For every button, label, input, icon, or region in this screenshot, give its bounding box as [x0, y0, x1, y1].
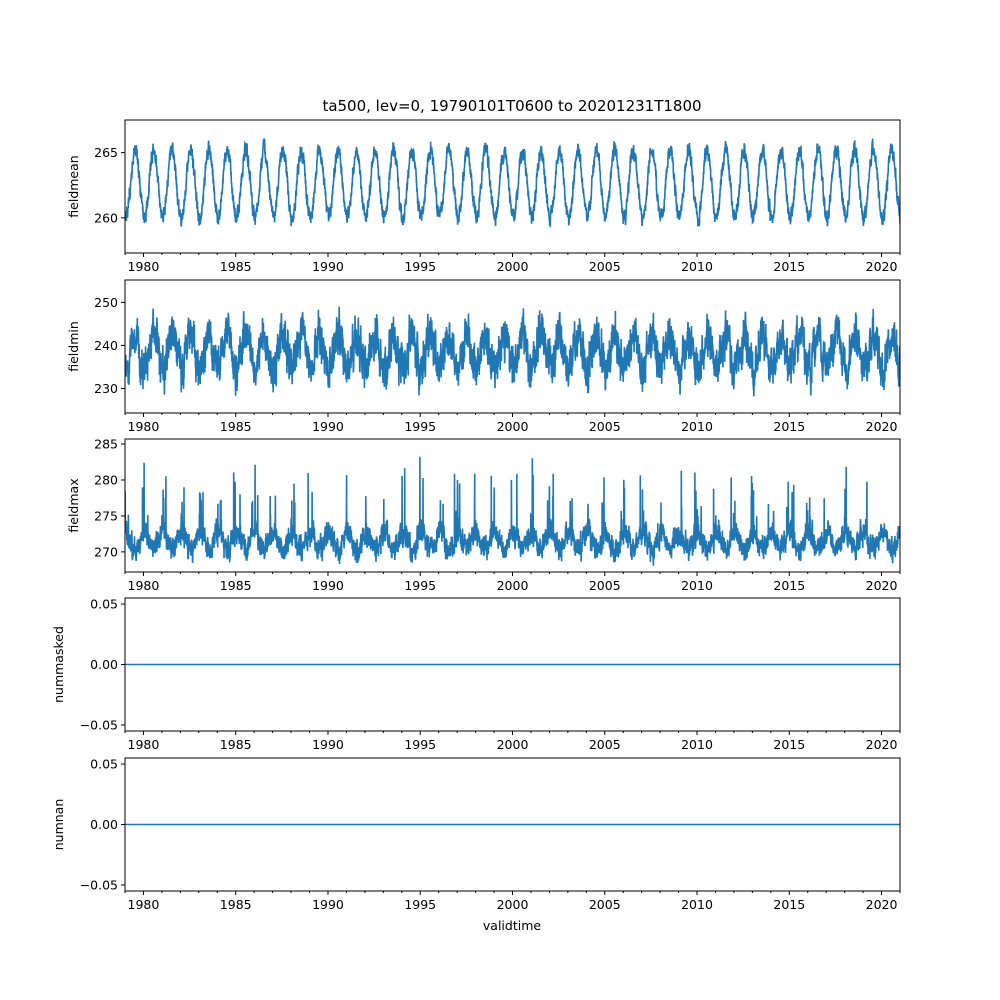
x-tick-label: 2005: [589, 419, 621, 434]
x-tick-label: 1995: [404, 737, 436, 752]
y-tick-label: 240: [94, 338, 118, 353]
x-tick-label: 2010: [681, 737, 713, 752]
y-tick-label: 275: [94, 508, 118, 523]
y-axis-label: fieldmin: [66, 321, 81, 372]
y-tick-label: 250: [94, 295, 118, 310]
x-tick-label: 2000: [497, 259, 529, 274]
x-tick-label: 2005: [589, 737, 621, 752]
x-tick-label: 2020: [866, 578, 898, 593]
x-tick-label: 1980: [128, 419, 160, 434]
y-tick-label: 0.05: [90, 757, 118, 772]
y-tick-label: −0.05: [80, 717, 118, 732]
x-tick-label: 1995: [404, 419, 436, 434]
y-tick-label: −0.05: [80, 877, 118, 892]
x-tick-label: 2015: [773, 419, 805, 434]
x-tick-label: 1980: [128, 737, 160, 752]
chart-title: ta500, lev=0, 19790101T0600 to 20201231T…: [322, 97, 701, 115]
x-tick-label: 1990: [312, 419, 344, 434]
x-tick-label: 1985: [220, 897, 252, 912]
y-tick-label: 0.00: [90, 657, 118, 672]
x-tick-label: 1980: [128, 259, 160, 274]
x-tick-label: 1985: [220, 737, 252, 752]
x-tick-label: 1985: [220, 259, 252, 274]
y-axis-label: fieldmean: [66, 155, 81, 217]
x-tick-label: 2000: [497, 578, 529, 593]
x-tick-label: 2000: [497, 737, 529, 752]
y-tick-label: 285: [94, 437, 118, 452]
x-tick-label: 1985: [220, 419, 252, 434]
y-tick-label: 260: [94, 210, 118, 225]
series-line-fieldmean: [125, 138, 900, 228]
x-tick-label: 1985: [220, 578, 252, 593]
panel-nummasked: 1980 1985 1990 1995 2000 2005 2010 2015 2020 −0.0…: [51, 597, 901, 752]
x-tick-label: 2015: [773, 259, 805, 274]
panel-fieldmean: 1980 1985 1990 1995 2000 2005 2010 2015 2020 260 2…: [66, 119, 901, 274]
panel-fieldmax: 1980 1985 1990 1995 2000 2005 2010 2015 2020 270 2…: [66, 437, 901, 593]
x-tick-label: 2010: [681, 419, 713, 434]
x-tick-label: 1990: [312, 737, 344, 752]
x-tick-label: 2000: [497, 419, 529, 434]
panel-fieldmin: 1980 1985 1990 1995 2000 2005 2010 2015 2020 230 2…: [66, 279, 901, 434]
x-tick-label: 2010: [681, 897, 713, 912]
x-tick-label: 1980: [128, 897, 160, 912]
x-tick-label: 2020: [866, 737, 898, 752]
x-tick-label: 2010: [681, 578, 713, 593]
x-tick-label: 2020: [866, 897, 898, 912]
x-tick-label: 2005: [589, 897, 621, 912]
x-tick-label: 2005: [589, 578, 621, 593]
x-tick-label: 1990: [312, 897, 344, 912]
x-tick-label: 2010: [681, 259, 713, 274]
x-tick-label: 1990: [312, 578, 344, 593]
y-tick-label: 270: [94, 544, 118, 559]
y-tick-label: 265: [94, 145, 118, 160]
x-tick-label: 2015: [773, 737, 805, 752]
x-tick-label: 1995: [404, 259, 436, 274]
y-axis-label: fieldmax: [66, 478, 81, 532]
y-tick-label: 0.00: [90, 817, 118, 832]
x-tick-label: 1995: [404, 578, 436, 593]
subplot-panels: 1980 1985 1990 1995 2000 2005 2010 2015 2020 260 2…: [51, 119, 901, 912]
x-tick-label: 1990: [312, 259, 344, 274]
x-tick-label: 2015: [773, 578, 805, 593]
y-tick-label: 280: [94, 472, 118, 487]
x-tick-label: 2015: [773, 897, 805, 912]
x-axis-label: validtime: [483, 918, 541, 933]
x-tick-label: 2020: [866, 259, 898, 274]
y-tick-label: 230: [94, 381, 118, 396]
x-tick-label: 2005: [589, 259, 621, 274]
x-tick-label: 2020: [866, 419, 898, 434]
y-axis-label: nummasked: [51, 626, 66, 703]
x-tick-label: 1995: [404, 897, 436, 912]
series-line-fieldmax: [125, 456, 900, 566]
x-tick-label: 1980: [128, 578, 160, 593]
x-tick-label: 2000: [497, 897, 529, 912]
y-tick-label: 0.05: [90, 597, 118, 612]
y-axis-label: numnan: [51, 799, 66, 851]
series-line-fieldmin: [125, 306, 900, 397]
panel-numnan: 1980 1985 1990 1995 2000 2005 2010 2015 2020 −0.0…: [51, 757, 901, 912]
